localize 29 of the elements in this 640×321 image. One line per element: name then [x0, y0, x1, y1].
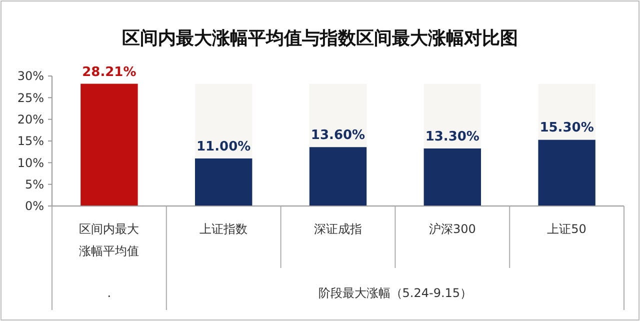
bar: [424, 84, 481, 148]
data-label: 13.60%: [310, 128, 366, 144]
bar: [309, 147, 367, 206]
bar: [80, 84, 138, 206]
bar: [195, 158, 252, 206]
x-tick-label: 深证成指: [314, 222, 362, 236]
x-tick-label: 区间内最大涨幅平均值: [79, 222, 140, 258]
y-tick-label: 15%: [17, 134, 44, 148]
data-label: 15.30%: [540, 120, 594, 136]
text: 阶段最大涨幅（5.24-9.15）: [318, 286, 472, 300]
x-tick-label: 沪深300: [428, 222, 476, 236]
data-label: 13.30%: [425, 129, 480, 144]
x-tick-label: 上证50: [547, 222, 586, 236]
y-tick-label: 5%: [24, 178, 44, 192]
y-tick-label: 10%: [17, 156, 44, 170]
data-label: 11.00%: [196, 139, 251, 154]
chart-title: 区间内最大涨幅平均值与指数区间最大涨幅对比图: [122, 28, 518, 49]
y-tick-label: 25%: [17, 90, 44, 105]
data-label: 28.21%: [82, 64, 136, 80]
bar: [195, 84, 252, 158]
y-tick-label: 30%: [17, 69, 44, 84]
bar: [538, 140, 596, 206]
x-tick-label: 上证指数: [200, 222, 248, 236]
y-tick-label: 20%: [17, 112, 44, 127]
bar: [309, 84, 367, 148]
bar: [424, 148, 481, 206]
bar: [538, 84, 596, 140]
text: .: [107, 286, 112, 300]
y-tick-label: 0%: [24, 199, 44, 214]
